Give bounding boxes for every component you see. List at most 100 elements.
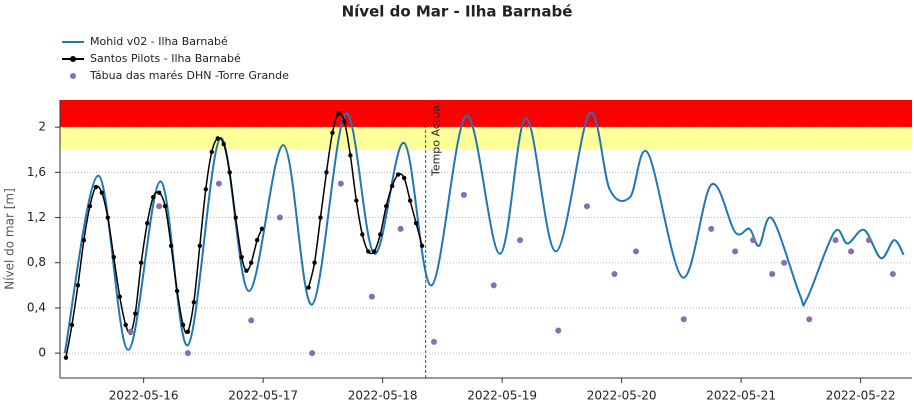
- data-point: [227, 170, 232, 175]
- x-tick-label: 2022-05-21: [706, 389, 776, 403]
- data-point: [309, 350, 316, 357]
- data-point: [366, 249, 371, 254]
- data-point: [611, 271, 618, 278]
- data-point: [75, 283, 81, 288]
- data-point: [378, 232, 383, 237]
- data-point: [889, 271, 896, 278]
- data-point: [781, 259, 788, 266]
- y-tick-label: 1,2: [27, 210, 46, 224]
- legend-marker: [70, 56, 76, 62]
- data-point: [389, 183, 395, 189]
- data-point: [806, 316, 813, 323]
- y-tick-label: 0,8: [27, 255, 46, 269]
- y-tick-label: 0: [38, 346, 46, 360]
- data-point: [460, 191, 467, 198]
- data-point: [156, 203, 163, 210]
- data-point: [419, 243, 425, 248]
- data-point: [168, 243, 174, 248]
- data-point: [156, 190, 162, 195]
- data-point: [708, 225, 715, 232]
- data-point: [312, 260, 317, 265]
- data-point: [732, 248, 739, 255]
- data-point: [180, 322, 186, 328]
- data-point: [162, 204, 168, 209]
- data-point: [354, 198, 359, 203]
- data-point: [337, 180, 344, 187]
- data-point: [184, 350, 191, 357]
- x-tick-label: 2022-05-22: [826, 389, 896, 403]
- chart-title: Nível do Mar - Ilha Barnabé: [342, 3, 573, 21]
- data-point: [832, 237, 839, 244]
- data-point: [209, 149, 214, 155]
- y-tick-label: 0,4: [27, 300, 46, 314]
- data-point: [318, 215, 323, 220]
- data-point: [384, 204, 389, 209]
- legend-label: Mohid v02 - Ilha Barnabé: [90, 35, 228, 48]
- data-point: [239, 254, 244, 260]
- data-point: [105, 215, 110, 220]
- legend-label: Tábua das marés DHN -Torre Grande: [89, 69, 289, 82]
- threshold-band: [60, 127, 912, 150]
- data-point: [123, 322, 128, 328]
- data-point: [139, 260, 144, 265]
- data-point: [69, 322, 75, 328]
- data-point: [233, 215, 238, 220]
- x-tick-label: 2022-05-17: [228, 389, 298, 403]
- data-point: [276, 214, 283, 221]
- legend-label: Santos Pilots - Ilha Barnabé: [90, 52, 241, 65]
- data-point: [348, 153, 353, 158]
- data-point: [632, 248, 639, 255]
- data-point: [865, 237, 872, 244]
- data-point: [244, 268, 249, 273]
- data-point: [145, 220, 150, 226]
- data-point: [330, 130, 335, 135]
- data-point: [555, 327, 562, 334]
- x-tick-label: 2022-05-18: [348, 389, 418, 403]
- data-point: [372, 249, 377, 254]
- series-line: [63, 111, 905, 354]
- data-point: [306, 285, 311, 290]
- data-point: [750, 237, 757, 244]
- data-point: [583, 203, 590, 210]
- x-tick-label: 2022-05-19: [467, 389, 537, 403]
- x-tick-label: 2022-05-20: [587, 389, 657, 403]
- data-point: [769, 271, 776, 278]
- data-point: [215, 180, 222, 187]
- data-point: [680, 316, 687, 323]
- data-point: [133, 311, 138, 316]
- data-point: [407, 198, 413, 203]
- data-point: [248, 317, 255, 324]
- data-point: [221, 141, 226, 147]
- data-point: [185, 329, 191, 334]
- data-point: [517, 237, 524, 244]
- data-point: [490, 282, 497, 289]
- data-point: [93, 184, 99, 190]
- legend-marker: [70, 73, 76, 79]
- data-point: [342, 119, 347, 124]
- threshold-band: [60, 100, 912, 128]
- data-point: [254, 237, 260, 243]
- data-point: [848, 248, 855, 255]
- data-point: [413, 220, 419, 226]
- data-point: [191, 300, 197, 305]
- y-axis-label: Nível do mar [m]: [3, 188, 17, 290]
- data-point: [259, 226, 265, 232]
- data-point: [87, 204, 93, 209]
- current-time-label: Tempo Actual: [430, 102, 443, 177]
- data-point: [360, 232, 365, 237]
- data-point: [174, 288, 180, 294]
- data-point: [397, 225, 404, 232]
- data-point: [248, 260, 254, 265]
- x-tick-label: 2022-05-16: [109, 389, 179, 403]
- y-tick-label: 2: [38, 120, 46, 134]
- data-point: [401, 175, 407, 181]
- data-point: [197, 243, 203, 248]
- data-point: [151, 194, 156, 200]
- data-point: [117, 294, 122, 299]
- data-point: [215, 136, 220, 141]
- data-point: [336, 111, 341, 116]
- data-point: [431, 338, 438, 345]
- data-point: [368, 293, 375, 300]
- data-point: [127, 328, 134, 335]
